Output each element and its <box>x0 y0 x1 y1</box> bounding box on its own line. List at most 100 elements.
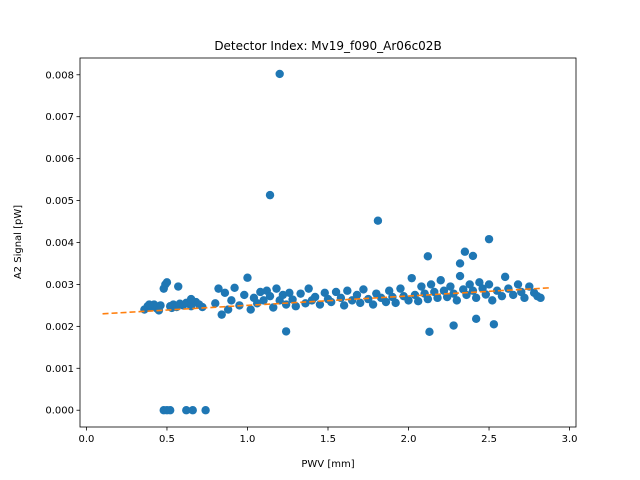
data-point <box>243 273 252 282</box>
data-point <box>513 280 523 289</box>
data-point <box>327 297 336 307</box>
data-point <box>315 300 325 309</box>
y-tick-label: 0.007 <box>45 112 74 123</box>
plot-frame <box>79 57 577 428</box>
data-point <box>214 284 223 293</box>
data-point <box>230 283 239 292</box>
fit-line <box>102 286 551 315</box>
data-point <box>201 406 210 415</box>
data-point <box>285 288 294 298</box>
data-point <box>186 294 196 304</box>
data-point <box>211 299 220 308</box>
data-point <box>384 286 394 295</box>
data-point <box>413 297 423 306</box>
data-point <box>410 290 420 300</box>
data-point <box>465 280 474 289</box>
x-axis-label: PWV [mm] <box>301 459 354 470</box>
data-point <box>425 327 434 337</box>
data-point <box>265 190 275 200</box>
data-point <box>359 285 368 294</box>
data-point <box>223 305 233 314</box>
x-tick-label: 1.0 <box>240 434 256 445</box>
x-tick-label: 2.5 <box>481 434 497 445</box>
data-point <box>310 292 320 302</box>
x-tick-label: 1.5 <box>320 434 336 445</box>
data-point <box>455 271 465 281</box>
x-tick-label: 2.0 <box>401 434 417 445</box>
data-point <box>417 282 426 291</box>
data-point <box>167 303 176 313</box>
data-point <box>396 284 405 293</box>
y-tick-label: 0.004 <box>45 238 74 249</box>
y-tick-label: 0.006 <box>45 154 74 165</box>
data-point <box>165 406 175 415</box>
data-point <box>259 296 268 305</box>
data-point <box>439 286 449 295</box>
data-point <box>391 298 400 308</box>
data-point <box>246 305 255 314</box>
data-point <box>492 286 502 295</box>
data-point <box>272 284 281 293</box>
data-point <box>423 252 433 261</box>
data-point <box>343 286 352 295</box>
points-layer <box>140 69 545 415</box>
data-point <box>488 296 497 305</box>
data-point <box>356 298 365 308</box>
data-point <box>368 300 378 309</box>
data-point <box>301 299 310 308</box>
data-point <box>471 314 481 324</box>
data-point <box>275 69 284 79</box>
data-point <box>407 273 416 283</box>
data-point <box>484 280 494 289</box>
data-point <box>174 282 183 291</box>
data-point <box>500 272 510 282</box>
x-tick-label: 0.5 <box>159 434 175 445</box>
data-point <box>489 320 499 329</box>
data-point <box>188 406 197 415</box>
x-tick-label: 3.0 <box>562 434 578 445</box>
data-point <box>452 296 462 305</box>
data-point <box>347 296 357 305</box>
data-point <box>217 310 226 319</box>
data-point <box>446 282 455 291</box>
y-axis-label: A2 Signal [pW] <box>13 205 24 279</box>
y-tick-label: 0.000 <box>45 406 74 417</box>
data-point <box>433 293 442 303</box>
data-point <box>331 287 341 297</box>
plot-area <box>79 57 577 428</box>
data-point <box>426 280 436 289</box>
y-tick-label: 0.005 <box>45 196 74 207</box>
x-axis: 0.0 0.5 1.0 1.5 2.0 2.5 3.0 <box>78 427 578 445</box>
data-point <box>304 284 313 293</box>
data-point <box>269 303 278 312</box>
data-point <box>475 278 484 287</box>
data-point <box>227 296 236 305</box>
x-tick-label: 0.0 <box>78 434 94 445</box>
y-tick-label: 0.003 <box>45 280 74 291</box>
data-point <box>442 292 452 302</box>
data-point <box>404 296 413 305</box>
data-point <box>508 290 518 300</box>
data-point <box>265 291 275 301</box>
data-point <box>240 290 249 300</box>
data-point <box>296 289 305 298</box>
data-point <box>162 278 172 287</box>
data-point <box>182 406 191 415</box>
data-point <box>455 259 465 268</box>
data-point <box>423 294 433 304</box>
data-point <box>278 290 288 300</box>
data-point <box>339 301 349 310</box>
data-point <box>291 302 300 311</box>
y-axis: 0.000 0.001 0.002 0.003 0.004 0.005 0.006 0.007… <box>45 70 80 417</box>
data-point <box>497 291 507 301</box>
data-point <box>288 295 297 304</box>
data-point <box>460 247 470 256</box>
data-point <box>373 216 383 225</box>
data-point <box>381 297 391 307</box>
data-point <box>281 327 291 336</box>
data-point <box>484 234 494 244</box>
data-point <box>520 293 529 303</box>
data-point <box>471 293 481 303</box>
data-point <box>256 287 265 297</box>
y-tick-label: 0.008 <box>45 70 74 81</box>
